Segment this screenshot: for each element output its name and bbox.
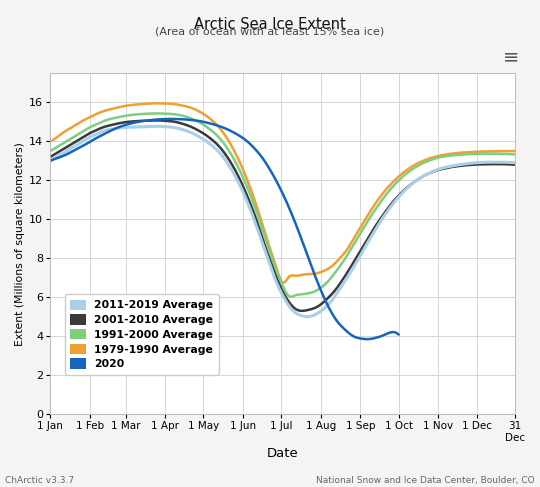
Y-axis label: Extent (Millions of square kilometers): Extent (Millions of square kilometers): [15, 142, 25, 346]
Text: ≡: ≡: [503, 47, 519, 66]
Text: (Area of ocean with at least 15% sea ice): (Area of ocean with at least 15% sea ice…: [156, 27, 384, 37]
Text: Arctic Sea Ice Extent: Arctic Sea Ice Extent: [194, 17, 346, 32]
Legend: 2011-2019 Average, 2001-2010 Average, 1991-2000 Average, 1979-1990 Average, 2020: 2011-2019 Average, 2001-2010 Average, 19…: [65, 294, 219, 375]
X-axis label: Date: Date: [267, 447, 299, 460]
Text: National Snow and Ice Data Center, Boulder, CO: National Snow and Ice Data Center, Bould…: [316, 476, 535, 485]
Text: ChArctic v3.3.7: ChArctic v3.3.7: [5, 476, 75, 485]
